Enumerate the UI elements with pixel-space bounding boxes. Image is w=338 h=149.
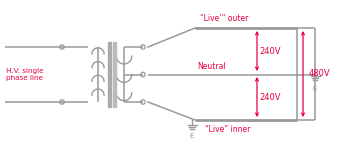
Bar	[108, 42, 111, 107]
Text: “Live’” outer: “Live’” outer	[200, 14, 248, 23]
Text: 480V: 480V	[309, 69, 331, 79]
Text: Neutral: Neutral	[197, 62, 226, 71]
Text: 240V: 240V	[259, 93, 281, 101]
Text: “Live” inner: “Live” inner	[205, 125, 250, 134]
Text: 240V: 240V	[259, 46, 281, 55]
Text: E: E	[313, 86, 317, 92]
Text: H.V. single
phase line: H.V. single phase line	[6, 68, 44, 81]
Bar	[113, 42, 116, 107]
Text: E: E	[190, 133, 194, 139]
